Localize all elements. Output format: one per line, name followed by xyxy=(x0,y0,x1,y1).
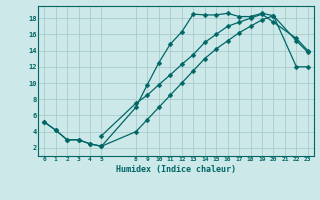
X-axis label: Humidex (Indice chaleur): Humidex (Indice chaleur) xyxy=(116,165,236,174)
